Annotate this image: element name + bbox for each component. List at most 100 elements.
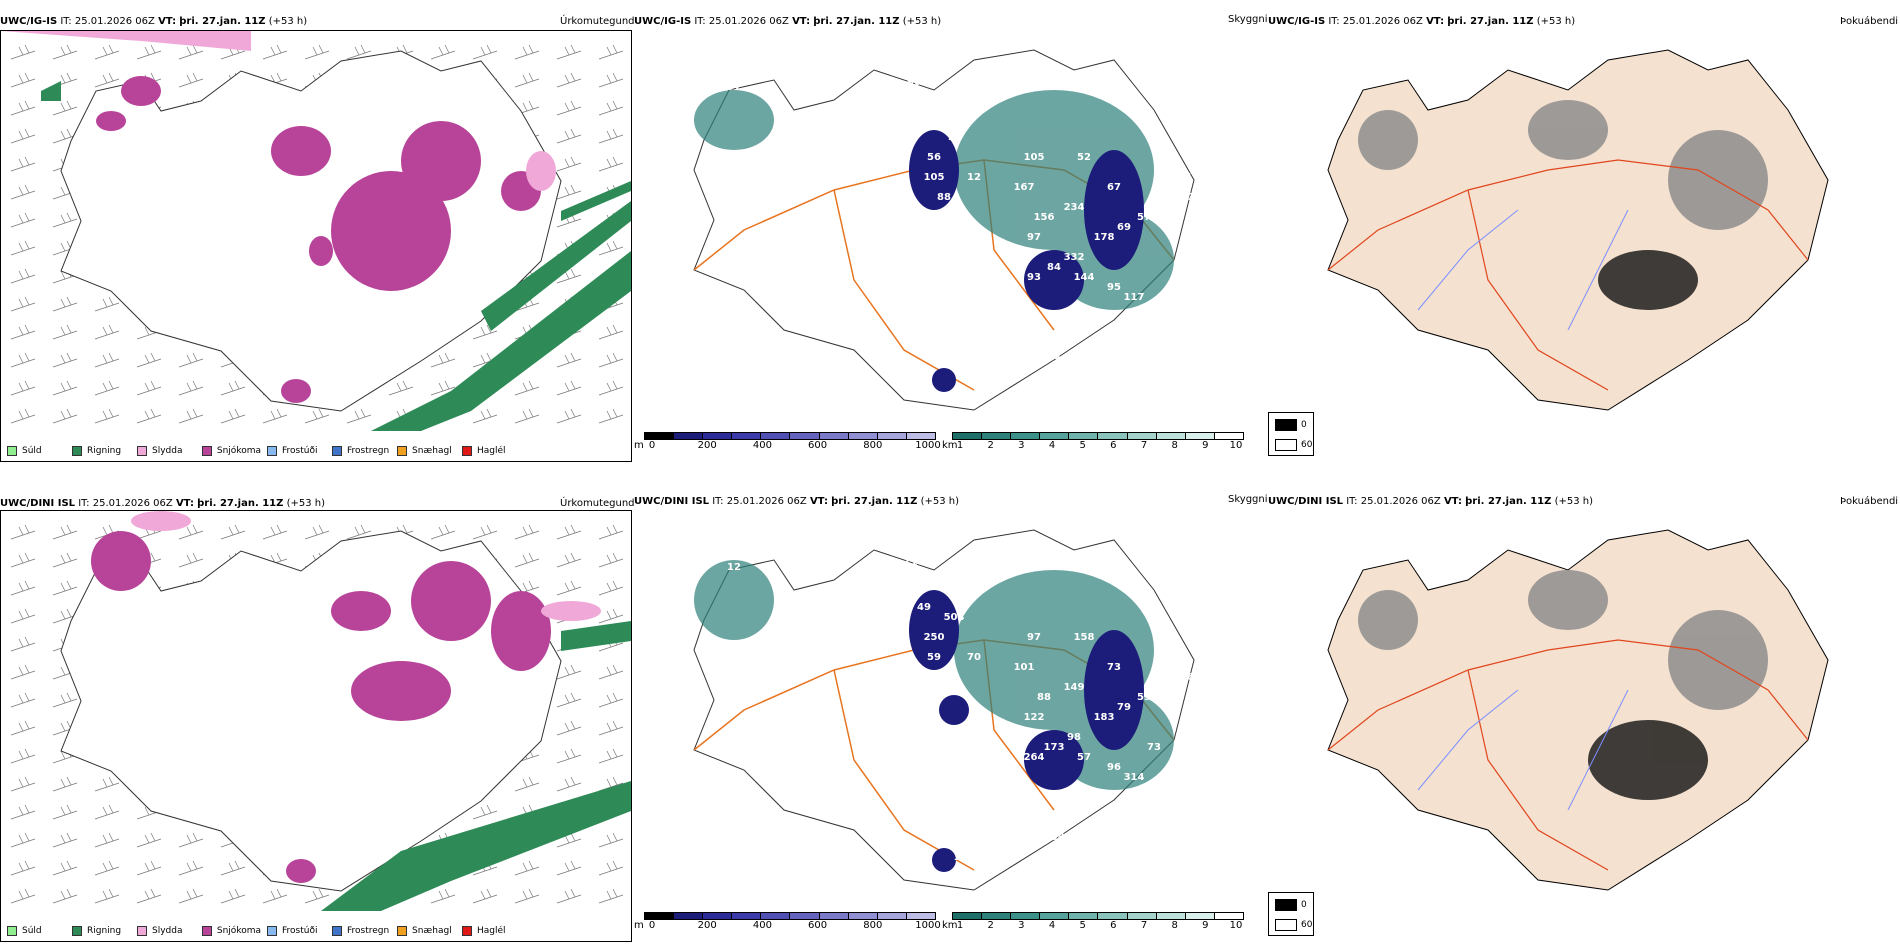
wind-barb [556, 100, 582, 116]
legend-swatch [267, 926, 277, 936]
colorbar-bin [645, 913, 675, 919]
legend-label: Frostregn [347, 446, 390, 456]
sleet-areas [1, 31, 556, 191]
colorbar-bin [790, 913, 820, 919]
colorbar-bin [1040, 433, 1070, 439]
colorbar-tick: 8 [1171, 920, 1178, 931]
rain-areas [321, 621, 631, 911]
wind-barb [514, 408, 540, 424]
wind-barb [556, 128, 582, 144]
colorbar-tick: 3 [1018, 440, 1025, 451]
vis-value-label: 156 [1034, 212, 1055, 223]
wind-barb [472, 408, 498, 424]
colorbar-tick: 9 [1202, 440, 1209, 451]
legend-swatch [332, 446, 342, 456]
wind-barb [598, 608, 624, 624]
legend-item: Frostúði [261, 926, 326, 936]
low-vis-blobs [909, 130, 1144, 392]
wind-barb [10, 804, 36, 820]
wind-barb [598, 44, 624, 60]
wind-barb [430, 380, 456, 396]
wind-barb [388, 380, 414, 396]
wind-barb [136, 860, 162, 876]
legend-swatch [137, 446, 147, 456]
vis-value-label: 49 [927, 577, 941, 588]
vis-value-label: 12 [967, 172, 981, 183]
legend-item: Snæhagl [391, 926, 456, 936]
colorbar-bin [1011, 433, 1041, 439]
legend-swatch [7, 446, 17, 456]
vis-value-label: 200 [714, 62, 735, 73]
vis-value-label: 314 [1124, 772, 1145, 783]
vis-value-label: 61 [927, 97, 941, 108]
wind-barb [346, 44, 372, 60]
wind-barb [556, 776, 582, 792]
wind-barb [262, 524, 288, 540]
vis-value-label: 12 [957, 782, 971, 793]
wind-barb [52, 580, 78, 596]
wind-barb [178, 408, 204, 424]
colorbar-tick: 1 [956, 440, 964, 451]
wind-barb [598, 352, 624, 368]
wind-barb [94, 776, 120, 792]
vis-value-label: 61 [1167, 702, 1181, 713]
legend-item: Snæhagl [391, 446, 456, 456]
vis-value-label: 73 [1147, 742, 1161, 753]
colorbar-bin [674, 913, 704, 919]
vis-value-label: 101 [1014, 662, 1035, 673]
vis-value-label: 149 [1064, 682, 1085, 693]
wind-barb [94, 804, 120, 820]
wind-barb [598, 524, 624, 540]
fog-shading [1358, 100, 1768, 310]
wind-barb [94, 380, 120, 396]
wind-barb [514, 380, 540, 396]
legend-item: Frostregn [326, 446, 391, 456]
row1-fog-title: Þokuábendi [1840, 16, 1899, 27]
colorbar-strip [952, 912, 1244, 920]
vis-value-label: 173 [1044, 742, 1065, 753]
vis-value-label: 106 [1094, 332, 1115, 343]
vis-value-label: 98 [887, 632, 901, 643]
colorbar-bin [645, 433, 675, 439]
wind-barb [598, 692, 624, 708]
row2-fog-map [1268, 510, 1900, 910]
wind-barb [304, 44, 330, 60]
colorbar-tick: 2 [987, 440, 994, 451]
colorbar-tick: 1000 [915, 920, 941, 931]
vis-value-label: 108 [1084, 312, 1105, 323]
wind-barb [514, 72, 540, 88]
row2-fog-title: Þokuábendi [1840, 496, 1899, 507]
wind-barb [10, 720, 36, 736]
wind-barb [94, 408, 120, 424]
colorbar-bin [1156, 913, 1186, 919]
river-network [1417, 689, 1629, 811]
vis-value-label: 97 [727, 82, 741, 93]
vis-value-label: 158 [1074, 632, 1095, 643]
colorbar-bin [906, 913, 935, 919]
vis-value-label: 69 [1117, 222, 1131, 233]
vis-value-label: 264 [1024, 752, 1045, 763]
row1-vis-cbar-m: m 0 200 400 600 800 1000 [634, 432, 941, 458]
wind-barb [10, 380, 36, 396]
wind-barb [178, 832, 204, 848]
vis-value-label: 97 [1027, 632, 1041, 643]
colorbar-bin [1156, 433, 1186, 439]
wind-barb [220, 408, 246, 424]
wind-barb [220, 860, 246, 876]
vis-value-label: 332 [1064, 252, 1085, 263]
wind-barb [94, 352, 120, 368]
colorbar-strip [644, 912, 936, 920]
wind-barb [52, 296, 78, 312]
vis-value-label: 53 [1137, 692, 1151, 703]
fog-legend-swatch [1275, 919, 1297, 931]
wind-barb [52, 324, 78, 340]
colorbar-tick: 10 [1229, 920, 1243, 931]
colorbar-bin [953, 913, 983, 919]
wind-barb [136, 380, 162, 396]
wind-barb [304, 408, 330, 424]
vis-value-label: 65 [897, 612, 911, 623]
wind-barb [178, 524, 204, 540]
wind-barb [10, 664, 36, 680]
colorbar-bin [1098, 433, 1128, 439]
